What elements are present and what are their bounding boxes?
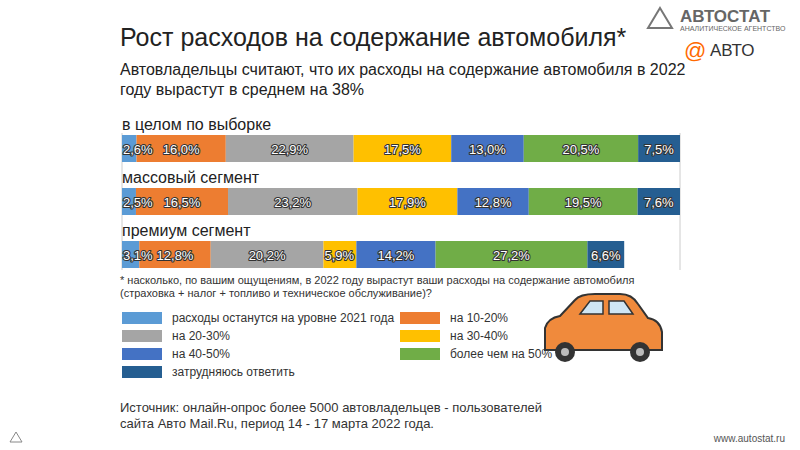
bar-segment — [323, 241, 356, 268]
data-label: 6,6% — [591, 248, 621, 263]
data-label: 7,5% — [644, 142, 674, 157]
legend-label: на 30-40% — [450, 329, 508, 343]
legend-label: на 40-50% — [172, 347, 230, 361]
legend-swatch — [400, 330, 440, 342]
data-label: 17,9% — [389, 195, 426, 210]
car-body — [545, 294, 662, 350]
text-line: (страховка + налог + топливо и техническ… — [120, 287, 432, 299]
bar-segment — [638, 188, 680, 215]
bars — [122, 135, 680, 268]
legend-label: затрудняюсь ответить — [172, 365, 295, 379]
bar-segment — [357, 188, 457, 215]
title: Рост расходов на содержание автомобиля* — [120, 23, 627, 51]
bar-segment — [524, 135, 638, 162]
legend-swatch — [122, 312, 162, 324]
legend-swatch — [122, 348, 162, 360]
source: Источник: онлайн-опрос более 5000 автовл… — [120, 400, 542, 431]
text-line: сайта Авто Mail.Ru, период 14 - 17 марта… — [120, 416, 434, 431]
footnote: * насколько, по вашим ощущениям, в 2022 … — [120, 274, 634, 299]
logo-at: @ — [684, 38, 706, 63]
data-labels: 2,6% 16,0% 22,9% 17,5% 13,0% 20,5% 7,5% 2,5% 16,… — [123, 142, 674, 263]
car-wheel — [630, 342, 650, 362]
bar-segment — [228, 188, 357, 215]
data-label: 20,2% — [249, 248, 286, 263]
bar-segment — [211, 241, 324, 268]
legend: расходы останутся на уровне 2021 года на … — [122, 311, 552, 379]
data-label: 16,0% — [163, 142, 200, 157]
legend-swatch — [400, 348, 440, 360]
bar-segment — [436, 241, 588, 268]
category-label: массовый сегмент — [122, 169, 260, 186]
bar-segment — [226, 135, 354, 162]
data-label: 27,2% — [493, 248, 530, 263]
data-label: 3,1% — [123, 248, 153, 263]
website: www.autostat.ru — [713, 433, 785, 444]
car-wheel — [555, 342, 575, 362]
legend-swatch — [122, 366, 162, 378]
subtitle: Автовладельцы считают, что их расходы на… — [120, 61, 686, 98]
data-label: 2,6% — [123, 142, 153, 157]
car-illustration — [545, 294, 662, 362]
bar-segment — [457, 188, 528, 215]
data-label: 19,5% — [565, 195, 602, 210]
text-line: году вырастут в среднем на 38% — [120, 81, 364, 98]
car-window — [580, 301, 633, 314]
bar-segment — [451, 135, 524, 162]
data-label: 20,5% — [563, 142, 600, 157]
logo-text: АВТОСТАТ — [680, 7, 771, 26]
bar-segment — [587, 241, 624, 268]
data-label: 16,5% — [164, 195, 201, 210]
data-label: 17,5% — [384, 142, 421, 157]
text-line: * насколько, по вашим ощущениям, в 2022 … — [120, 274, 634, 286]
data-label: 5,9% — [324, 248, 354, 263]
text-line: Автовладельцы считают, что их расходы на… — [120, 61, 686, 78]
legend-swatch — [400, 312, 440, 324]
logo-text: АВТО — [710, 41, 754, 60]
category-label: в целом по выборке — [122, 116, 271, 133]
legend-label: расходы останутся на уровне 2021 года — [172, 311, 395, 325]
car-hub — [561, 348, 569, 356]
category-label: премиум сегмент — [122, 222, 251, 239]
legend-label: на 10-20% — [450, 311, 508, 325]
data-label: 12,8% — [157, 248, 194, 263]
bar-segment — [638, 135, 680, 162]
data-label: 7,6% — [644, 195, 674, 210]
bar-segment — [529, 188, 638, 215]
car-hub — [636, 348, 644, 356]
logo-subtext: АНАЛИТИЧЕСКОЕ АГЕНТСТВО — [680, 25, 786, 32]
bar-segment — [354, 135, 452, 162]
legend-label: более чем на 50% — [450, 347, 552, 361]
legend-label: на 20-30% — [172, 329, 230, 343]
data-label: 23,2% — [274, 195, 311, 210]
logo-icon — [648, 8, 672, 28]
text-line: Источник: онлайн-опрос более 5000 автовл… — [120, 400, 542, 415]
data-label: 13,0% — [469, 142, 506, 157]
data-label: 14,2% — [378, 248, 415, 263]
legend-swatch — [122, 330, 162, 342]
background — [0, 0, 800, 450]
data-label: 2,5% — [123, 195, 153, 210]
data-label: 22,9% — [271, 142, 308, 157]
corner-marker — [10, 432, 22, 442]
bar-segment — [356, 241, 435, 268]
data-label: 12,8% — [475, 195, 512, 210]
